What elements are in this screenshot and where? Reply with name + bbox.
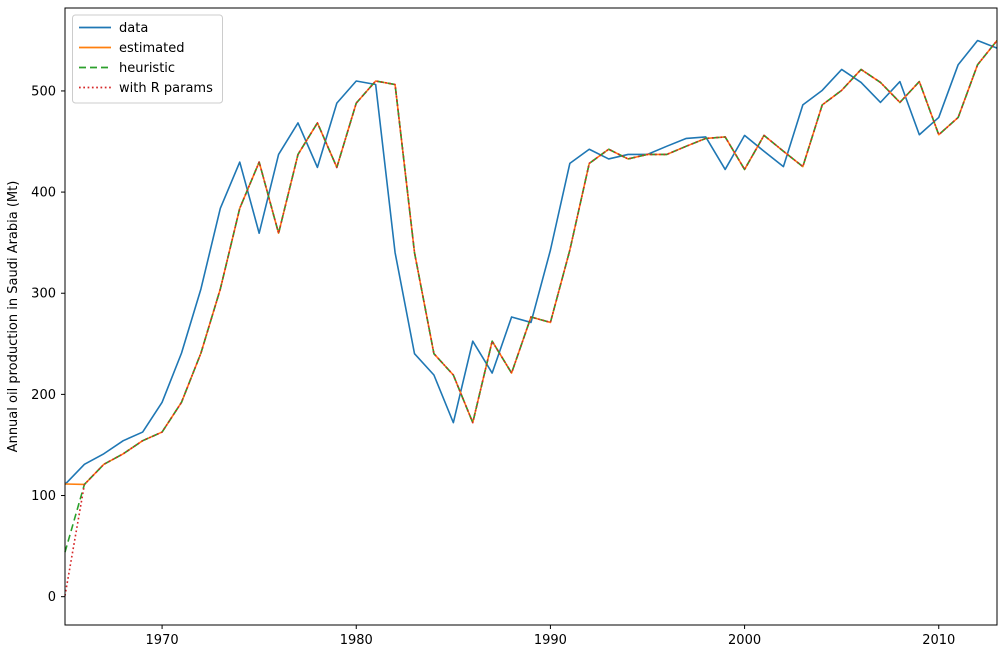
legend-label: estimated bbox=[119, 41, 184, 56]
x-tick-label: 1970 bbox=[146, 633, 179, 648]
y-tick-label: 400 bbox=[31, 186, 56, 201]
legend: data estimated heuristic with R params bbox=[72, 14, 223, 104]
series-line-with-r-params bbox=[64, 40, 998, 596]
y-tick-label: 200 bbox=[31, 388, 56, 403]
y-tick-label: 100 bbox=[31, 489, 56, 504]
x-tick-label: 1990 bbox=[534, 633, 567, 648]
legend-box bbox=[72, 14, 223, 104]
x-tick-label: 2010 bbox=[922, 633, 955, 648]
legend-label: data bbox=[119, 21, 148, 36]
legend-label: with R params bbox=[119, 81, 213, 96]
y-tick-label: 300 bbox=[31, 287, 56, 302]
x-tick-label: 1980 bbox=[340, 633, 373, 648]
x-tick-label: 2000 bbox=[728, 633, 761, 648]
series-line-data bbox=[64, 39, 998, 485]
y-tick-label: 500 bbox=[31, 84, 56, 99]
y-tick-label: 0 bbox=[48, 590, 56, 605]
series-group bbox=[64, 39, 998, 596]
legend-label: heuristic bbox=[119, 61, 175, 76]
plot-border bbox=[64, 7, 998, 626]
axes-group: 1970 1980 1990 2000 2010 0 100 200 300 400 500 bbox=[31, 84, 955, 648]
y-axis-label: Annual oil production in Saudi Arabia (M… bbox=[6, 181, 21, 453]
